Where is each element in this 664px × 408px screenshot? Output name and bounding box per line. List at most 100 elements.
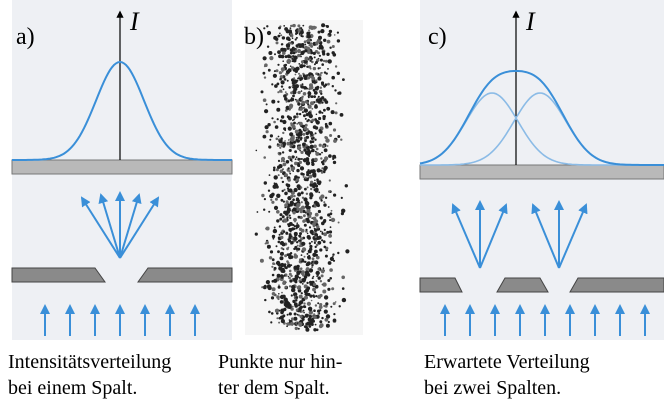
dot — [282, 51, 286, 55]
dot — [295, 224, 300, 229]
dot — [268, 210, 271, 213]
dot — [312, 225, 316, 228]
dot — [317, 95, 320, 98]
dot — [345, 249, 350, 254]
dot — [331, 85, 334, 88]
dot — [290, 42, 293, 45]
dot — [334, 89, 337, 92]
dot — [332, 160, 337, 165]
dot — [297, 49, 301, 53]
dot — [305, 161, 311, 166]
dot — [279, 32, 281, 35]
dot — [267, 68, 271, 72]
dot — [289, 158, 293, 162]
dot — [270, 198, 273, 201]
arrow — [119, 193, 142, 259]
dot — [327, 261, 332, 265]
dot — [276, 143, 279, 146]
dot — [318, 312, 321, 315]
dot — [294, 129, 299, 134]
dot — [314, 132, 317, 135]
dot — [327, 206, 330, 208]
dot — [319, 86, 322, 89]
dot — [292, 207, 297, 212]
dot — [297, 314, 300, 317]
dot — [334, 301, 337, 303]
dot — [290, 228, 294, 231]
dot — [306, 34, 311, 39]
dot — [327, 287, 331, 291]
dot — [327, 82, 330, 86]
dot — [280, 308, 285, 313]
dot — [309, 282, 313, 286]
dot — [268, 174, 271, 177]
dot — [306, 38, 311, 43]
dot — [300, 150, 304, 154]
dot — [289, 27, 292, 30]
dot — [277, 100, 280, 104]
dot — [307, 249, 312, 254]
dot — [315, 120, 320, 125]
dot — [275, 245, 278, 248]
dot — [291, 285, 296, 289]
dot — [291, 78, 294, 81]
dot — [275, 137, 279, 141]
axis-label: I — [525, 7, 536, 36]
dot — [296, 322, 299, 325]
dot — [323, 108, 326, 112]
dot — [277, 240, 281, 244]
dot — [303, 275, 307, 279]
dot — [283, 127, 287, 131]
dot — [284, 173, 288, 178]
dot — [295, 138, 298, 141]
dot — [327, 213, 331, 217]
dot — [283, 188, 286, 191]
dot — [308, 314, 312, 319]
dot — [291, 287, 296, 293]
dot — [272, 280, 275, 282]
dot — [312, 275, 315, 278]
dot — [342, 78, 345, 81]
dot — [290, 164, 293, 168]
dot — [280, 54, 285, 59]
dot — [287, 61, 291, 64]
dot — [286, 201, 289, 204]
dot — [278, 233, 281, 236]
dot — [323, 71, 327, 74]
dot — [278, 293, 280, 295]
dot — [298, 121, 303, 126]
dot — [293, 202, 297, 207]
dot — [318, 129, 322, 132]
dot — [288, 312, 292, 316]
dot — [315, 270, 320, 276]
dot — [322, 289, 327, 294]
dot — [277, 285, 281, 289]
dot — [332, 128, 337, 132]
dot — [286, 322, 291, 326]
dot — [303, 108, 308, 113]
dot — [293, 79, 298, 84]
dot — [310, 133, 314, 136]
dot — [317, 30, 321, 34]
dot — [301, 95, 304, 99]
dot — [305, 201, 310, 206]
dot — [294, 245, 298, 249]
dot — [280, 143, 284, 147]
dot — [314, 249, 318, 254]
dot — [272, 237, 275, 240]
dot — [279, 146, 282, 149]
dot — [288, 116, 292, 120]
dot — [304, 100, 308, 103]
dot — [283, 218, 287, 222]
dot — [286, 141, 291, 146]
caption: bei zwei Spalten. — [424, 377, 561, 399]
slit-edge — [137, 267, 233, 283]
dot — [313, 328, 317, 332]
dot — [321, 83, 324, 86]
dot — [323, 148, 328, 153]
dot — [315, 295, 318, 298]
dot — [302, 175, 305, 178]
dot — [288, 272, 292, 276]
dot — [280, 241, 284, 245]
dot — [289, 48, 294, 52]
